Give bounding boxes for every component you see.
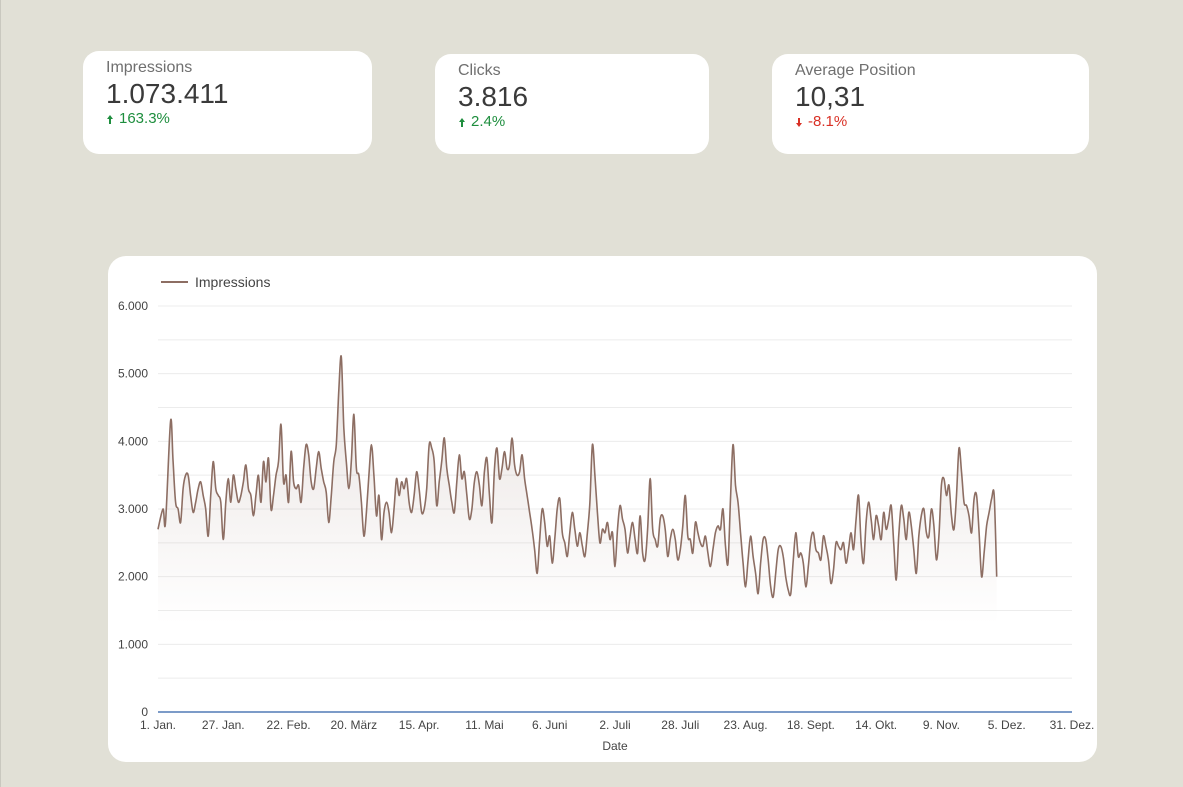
legend[interactable]: Impressions — [161, 274, 270, 290]
x-tick-label: 9. Nov. — [923, 718, 960, 732]
kpi-value: 1.073.411 — [106, 78, 229, 109]
arrow-up-icon — [459, 118, 465, 127]
x-tick-label: 22. Feb. — [267, 718, 311, 732]
kpi-value: 10,31 — [795, 81, 866, 112]
kpi-label: Clicks — [458, 62, 501, 79]
arrow-up-icon — [107, 115, 113, 124]
kpi-delta: 163.3% — [106, 110, 372, 128]
x-tick-label: 15. Apr. — [399, 718, 440, 732]
x-tick-label: 18. Sept. — [787, 718, 835, 732]
x-axis-label: Date — [602, 739, 628, 753]
x-tick-label: 5. Dez. — [988, 718, 1026, 732]
y-tick-label: 0 — [141, 705, 148, 719]
impressions-chart: 0 1.000 2.000 3.000 4.000 5.000 6.000 1. Jan. 2… — [118, 274, 1095, 753]
x-tick-label: 28. Juli — [661, 718, 699, 732]
y-tick-label: 6.000 — [118, 299, 148, 313]
kpi-card-clicks: Clicks 3.816 2.4% — [435, 54, 709, 154]
kpi-value: 3.816 — [458, 81, 529, 112]
kpi-delta-value: 163.3% — [119, 110, 170, 127]
kpi-card-impressions: Impressions 1.073.411 163.3% — [83, 51, 372, 154]
series-line-impressions — [157, 355, 998, 599]
kpi-label: Average Position — [795, 62, 916, 79]
kpi-label: Impressions — [106, 59, 193, 76]
y-tick-label: 5.000 — [118, 367, 148, 381]
kpi-delta-value: -8.1% — [808, 113, 848, 130]
window-edge — [0, 0, 1, 787]
x-tick-label: 11. Mai — [465, 718, 503, 732]
y-tick-label: 4.000 — [118, 434, 148, 448]
x-tick-label: 27. Jan. — [202, 718, 245, 732]
series-area — [158, 355, 997, 624]
x-tick-label: 20. März — [331, 718, 378, 732]
y-tick-label: 3.000 — [118, 502, 148, 516]
x-tick-label: 2. Juli — [599, 718, 630, 732]
x-tick-label: 23. Aug. — [724, 718, 768, 732]
impressions-chart-card: 0 1.000 2.000 3.000 4.000 5.000 6.000 1. Jan. 2… — [108, 256, 1097, 762]
kpi-delta-value: 2.4% — [471, 113, 506, 130]
x-tick-label: 1. Jan. — [140, 718, 176, 732]
kpi-delta: 2.4% — [458, 113, 709, 131]
arrow-down-icon — [796, 118, 802, 127]
y-tick-label: 1.000 — [118, 637, 148, 651]
kpi-delta: -8.1% — [795, 113, 1089, 131]
x-tick-label: 31. Dez. — [1050, 718, 1095, 732]
legend-label: Impressions — [195, 274, 270, 290]
kpi-card-average-position: Average Position 10,31 -8.1% — [772, 54, 1089, 154]
y-tick-label: 2.000 — [118, 570, 148, 584]
x-tick-label: 14. Okt. — [855, 718, 897, 732]
x-tick-label: 6. Juni — [532, 718, 567, 732]
